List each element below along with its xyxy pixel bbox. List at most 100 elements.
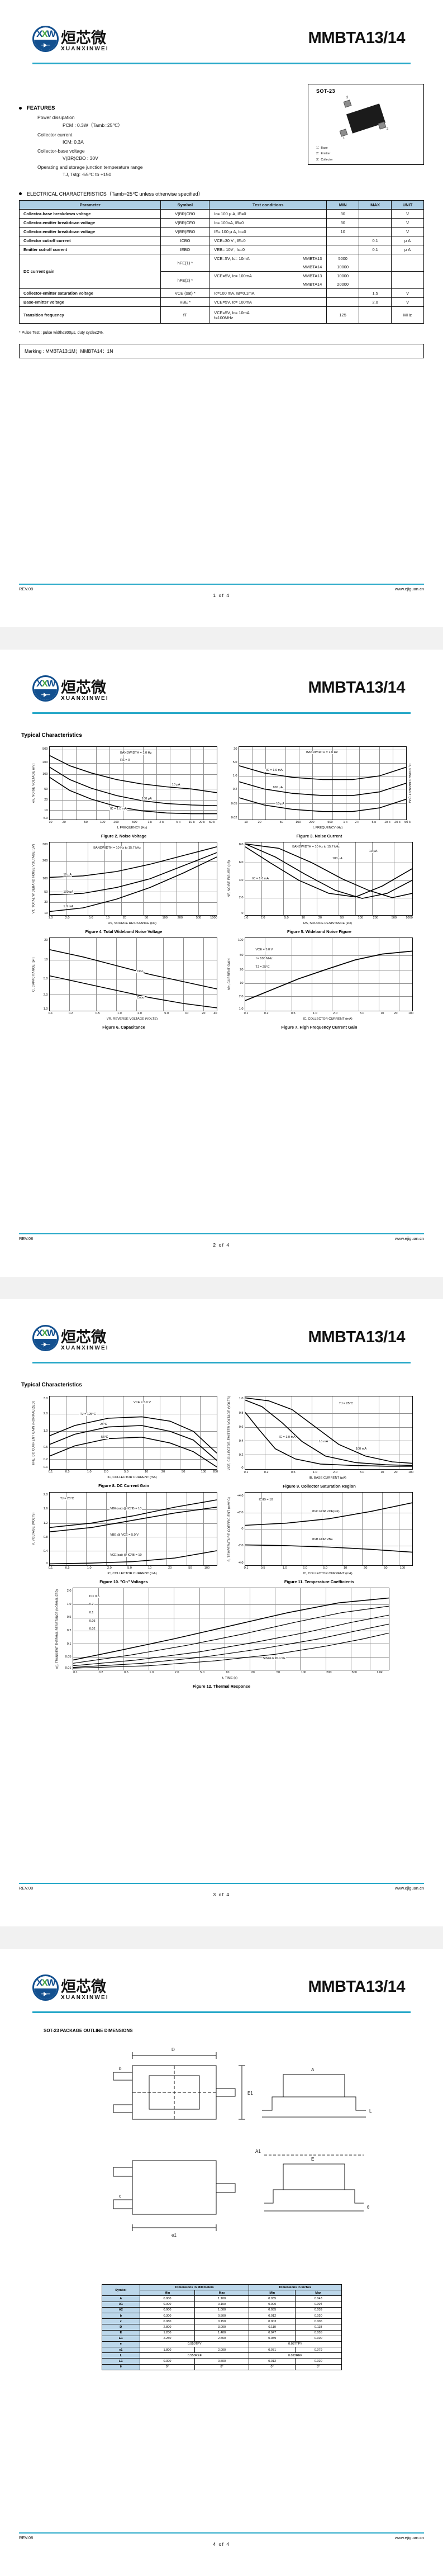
fig12-xticks: 0.1 0.2 0.5 1.0 2.0 5.0 10 20 50 100 200… <box>73 1671 383 1675</box>
website-link[interactable]: www.ejiguan.cn <box>394 2535 424 2540</box>
chart-row: en, NOISE VOLTAGE (nV) 500 200 100 50 20… <box>19 746 424 839</box>
electrical-section: ELECTRICAL CHARACTERISTICS（Tamb=25℃ unle… <box>18 190 424 358</box>
cell-in-min: 0.035 <box>249 2295 296 2302</box>
fig7-ylabel: hfe, CURRENT GAIN <box>227 958 231 991</box>
col-min: MIN <box>326 200 360 210</box>
cell-conditions: VCE=5V, Ic= 10mA f=100MHz <box>209 306 327 324</box>
cell-in-max: 0.079 <box>294 2347 342 2354</box>
dim-row: E1 2.250 2.550 0.089 0.100 <box>101 2335 342 2342</box>
company-name-en: XUANXINWEI <box>61 1995 109 2001</box>
feature-line: PCM : 0.3W（Tamb=25℃） <box>63 122 123 128</box>
website-link[interactable]: www.ejiguan.cn <box>394 1886 424 1891</box>
fig5-caption: Figure 5. Wideband Noise Figure <box>287 929 351 934</box>
cell-mm-max: 2.000 <box>194 2347 250 2354</box>
cell-mm-span: 0.550REF <box>140 2352 250 2359</box>
page-gap <box>0 627 443 650</box>
part-number: MMBTA13/14 <box>308 29 406 47</box>
fig6-ylabel: C, CAPACITANCE (pF) <box>32 957 35 992</box>
fig11-plot: θVC FOR VCE(sat) θVB FOR VBE IC/IB = 10 <box>244 1492 413 1566</box>
fig11-xticks: 0.1 0.5 1.0 2.0 5.0 10 20 50 100 <box>244 1566 406 1570</box>
device-text: MMBTA13 <box>302 256 322 261</box>
package-outline-heading: SOT-23 PACKAGE OUTLINE DIMENSIONS <box>44 2028 133 2033</box>
svg-text:E: E <box>311 2157 314 2162</box>
company-name-cn: 烜芯微 <box>61 30 106 47</box>
dim-row: L1 0.300 0.500 0.012 0.020 <box>101 2358 342 2365</box>
website-link[interactable]: www.ejiguan.cn <box>394 586 424 591</box>
fig9-yticks: 1.0 0.8 0.6 0.4 0.2 0 <box>239 1397 244 1470</box>
table-row: Collector-emitter breakdown voltage V(BR… <box>18 218 424 228</box>
cell-mm-min: 1.200 <box>140 2329 195 2336</box>
cell-min: 5000 <box>326 254 360 263</box>
cell-parameter-dc-gain: DC current gain <box>18 254 161 289</box>
cell-mm-min: 1.800 <box>140 2347 195 2354</box>
cell-symbol: VBE * <box>160 297 210 307</box>
pin-1 <box>339 129 348 137</box>
cell-mm-max: 8° <box>194 2364 250 2370</box>
cell-mm-max: 0.500 <box>194 2312 250 2319</box>
cell-min: 30 <box>326 209 360 219</box>
part-number: MMBTA13/14 <box>308 1978 406 1996</box>
fig7-xticks: 0.1 0.2 0.5 1.0 2.0 5.0 10 20 100 <box>244 1012 414 1015</box>
feature-line: V(BR)CBO : 30V <box>63 155 98 161</box>
features-list: Power dissipation PCM : 0.3W（Tamb=25℃） C… <box>19 115 424 178</box>
fig10-ylabel: V, VOLTAGE (VOLTS) <box>32 1512 35 1546</box>
chart-fig2: en, NOISE VOLTAGE (nV) 500 200 100 50 20… <box>31 746 217 839</box>
pin-number-2: 2 <box>387 127 389 131</box>
cell-mm-min: 0.000 <box>140 2301 195 2308</box>
fig10-caption: Figure 10. "On" Voltages <box>99 1579 148 1585</box>
fig3-ylabel: in, NOISE CURRENT (pA) <box>408 763 411 803</box>
col-mm-max: Max <box>194 2290 250 2296</box>
cell-in-max: 0.020 <box>294 2312 342 2319</box>
device-text: MMBTA14 <box>302 264 322 269</box>
bullet-icon <box>19 192 22 195</box>
fig11-caption: Figure 11. Temperature Coefficients <box>284 1579 355 1585</box>
page-footer: REV.08 www.ejiguan.cn 1 of 4 <box>19 584 424 598</box>
part-number: MMBTA13/14 <box>308 679 406 697</box>
cell-max <box>359 254 392 263</box>
electrical-characteristics-table: Parameter Symbol Test conditions MIN MAX… <box>18 200 424 324</box>
header-rule <box>32 2011 411 2013</box>
cell-in-span: 0.022REF <box>249 2352 342 2359</box>
fig10-plot: TJ = 25°C VBE(sat) @ IC/IB = 10 VBE @ VC… <box>49 1492 217 1566</box>
cell-unit: V <box>391 297 424 307</box>
dim-row: E 1.200 1.400 0.047 0.055 <box>101 2329 342 2336</box>
website-link[interactable]: www.ejiguan.cn <box>394 1236 424 1241</box>
cell-max: 0.1 <box>359 245 392 254</box>
table-row: Emitter cut-off current IEBO VEB= 10V , … <box>18 245 424 254</box>
fig2-xlabel: f, FREQUENCY (Hz) <box>117 826 147 830</box>
features-heading: FEATURES <box>19 105 424 111</box>
fig6-yticks: 20 10 5.0 2.0 1.0 <box>43 939 48 1011</box>
fig3-xlabel: f, FREQUENCY (Hz) <box>312 826 343 830</box>
footer-rule <box>19 2532 424 2534</box>
company-name-en: XUANXINWEI <box>61 46 109 52</box>
cell-parameter: Base-emitter voltage <box>18 297 161 307</box>
cell-max <box>359 280 392 289</box>
cell-in-min: 0.012 <box>249 2312 296 2319</box>
outline-svg: D E1 e1 A L E b c A1 θ <box>113 2047 372 2238</box>
cell-in-min: 0.012 <box>249 2358 296 2365</box>
pin-legend: 1：Base 2：Emitter 3：Collector <box>316 145 423 163</box>
table-row: Transition frequency fT VCE=5V, Ic= 10mA… <box>18 306 424 324</box>
fig6-xticks: 0.1 0.2 0.5 1.0 2.0 5.0 10 20 40 <box>48 1012 217 1015</box>
chart-fig4: VT, TOTAL WIDEBAND NOISE VOLTAGE (μV) 30… <box>31 842 217 934</box>
fig3-yticks: 20 5.0 1.0 0.2 0.05 0.02 <box>231 747 237 820</box>
cell-symbol: E1 <box>101 2335 141 2342</box>
feature-line: ICM: 0.3A <box>63 139 84 145</box>
fig9-xticks: 0.1 0.2 0.5 1.0 2.0 5.0 10 20 100 <box>244 1471 414 1475</box>
table-row: Collector-base breakdown voltage V(BR)CB… <box>18 209 424 219</box>
chart-fig8: hFE, DC CURRENT GAIN (NORMALIZED) 3.0 2.… <box>31 1396 218 1489</box>
svg-text:A: A <box>311 2067 315 2072</box>
pin-note-3: 3：Collector <box>316 158 333 162</box>
cell-min: 20000 <box>326 280 360 289</box>
cell-in-min: 0.035 <box>249 2307 296 2313</box>
fig4-curves <box>50 842 217 915</box>
cell-mm-min: 2.800 <box>140 2324 195 2331</box>
fig2-yticks: 500 200 100 50 20 10 5.0 <box>42 747 48 821</box>
dim-row: e1 1.800 2.000 0.071 0.079 <box>101 2347 342 2354</box>
